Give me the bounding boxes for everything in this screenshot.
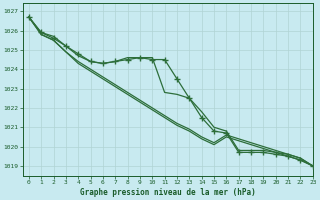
X-axis label: Graphe pression niveau de la mer (hPa): Graphe pression niveau de la mer (hPa) <box>80 188 256 197</box>
